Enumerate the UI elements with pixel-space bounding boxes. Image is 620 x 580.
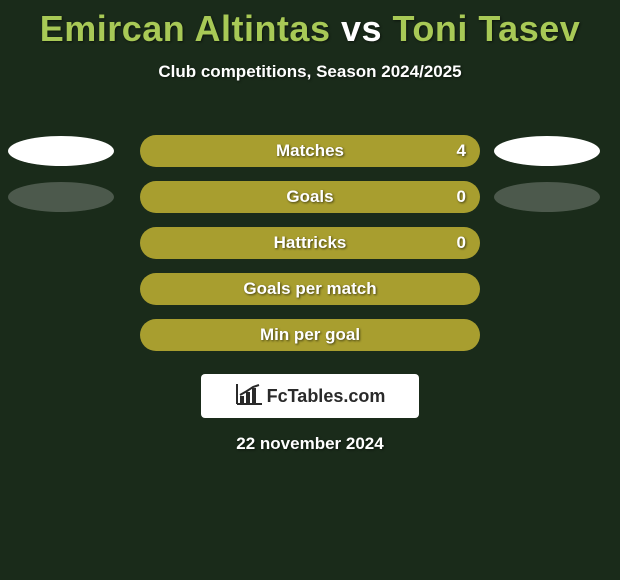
- stat-value: 0: [457, 233, 466, 253]
- stat-label: Hattricks: [274, 233, 347, 253]
- logo-text: FcTables.com: [267, 386, 386, 407]
- stat-label: Matches: [276, 141, 344, 161]
- stat-bar-matches: Matches 4: [140, 135, 480, 167]
- stat-value: 0: [457, 187, 466, 207]
- title-player2: Toni Tasev: [393, 8, 581, 49]
- title-vs: vs: [341, 8, 382, 49]
- stat-row-matches: Matches 4: [0, 128, 620, 174]
- subtitle: Club competitions, Season 2024/2025: [0, 62, 620, 82]
- ellipse-right-goals: [494, 182, 600, 212]
- stat-label: Goals per match: [243, 279, 376, 299]
- stat-label: Min per goal: [260, 325, 360, 345]
- page-title: Emircan Altintas vs Toni Tasev: [0, 0, 620, 50]
- bar-chart-icon: [235, 383, 263, 410]
- stat-bar-goals: Goals 0: [140, 181, 480, 213]
- stats-area: Matches 4 Goals 0 Hattricks 0 Goals per …: [0, 128, 620, 358]
- ellipse-left-matches: [8, 136, 114, 166]
- stat-label: Goals: [286, 187, 333, 207]
- ellipse-left-goals: [8, 182, 114, 212]
- date: 22 november 2024: [0, 434, 620, 454]
- stat-row-goals: Goals 0: [0, 174, 620, 220]
- ellipse-right-matches: [494, 136, 600, 166]
- title-player1: Emircan Altintas: [40, 8, 331, 49]
- stat-bar-hattricks: Hattricks 0: [140, 227, 480, 259]
- stat-bar-goals-per-match: Goals per match: [140, 273, 480, 305]
- stat-row-goals-per-match: Goals per match: [0, 266, 620, 312]
- stat-value: 4: [457, 141, 466, 161]
- stat-row-min-per-goal: Min per goal: [0, 312, 620, 358]
- logo-box: FcTables.com: [201, 374, 419, 418]
- stat-row-hattricks: Hattricks 0: [0, 220, 620, 266]
- stat-bar-min-per-goal: Min per goal: [140, 319, 480, 351]
